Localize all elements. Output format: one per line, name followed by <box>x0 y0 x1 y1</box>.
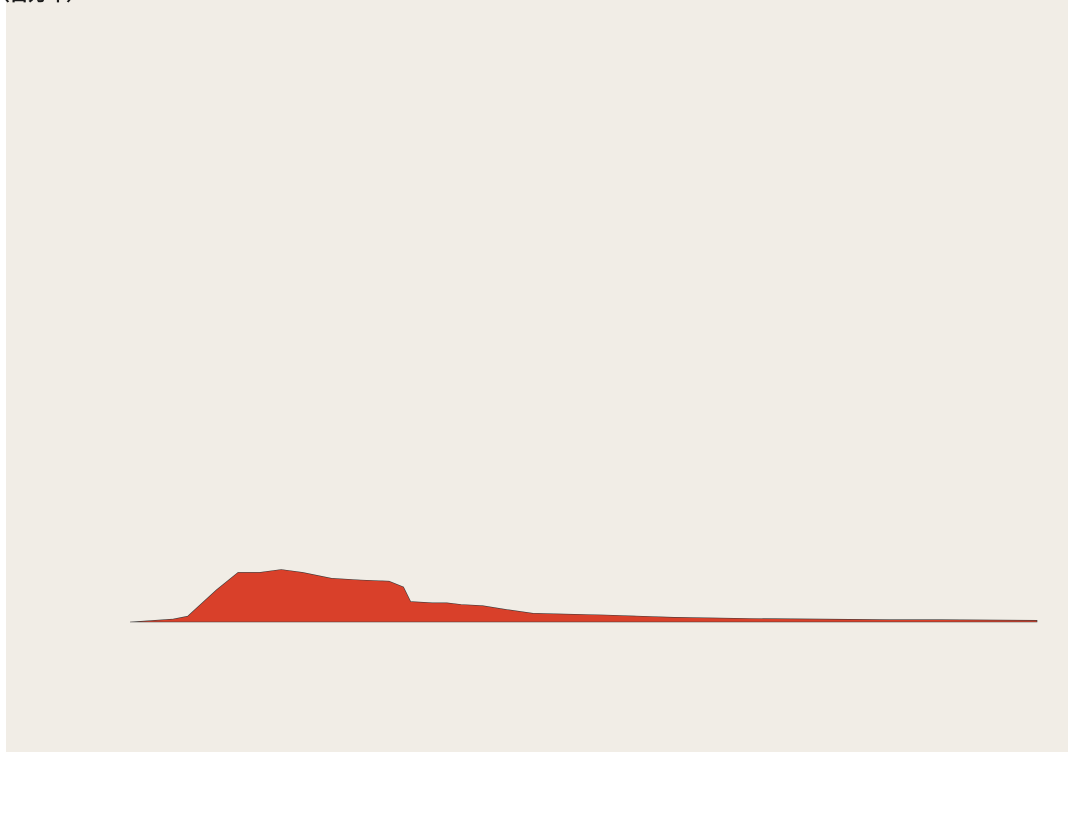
corner-mark-text: Z <box>0 0 6 5</box>
x-axis-title: 地质年代（百万年） <box>0 0 86 5</box>
area-series-1 <box>129 569 1038 623</box>
area-series-group <box>129 569 1038 623</box>
corner-mark: Z <box>0 0 6 5</box>
chart-background <box>6 0 1068 752</box>
